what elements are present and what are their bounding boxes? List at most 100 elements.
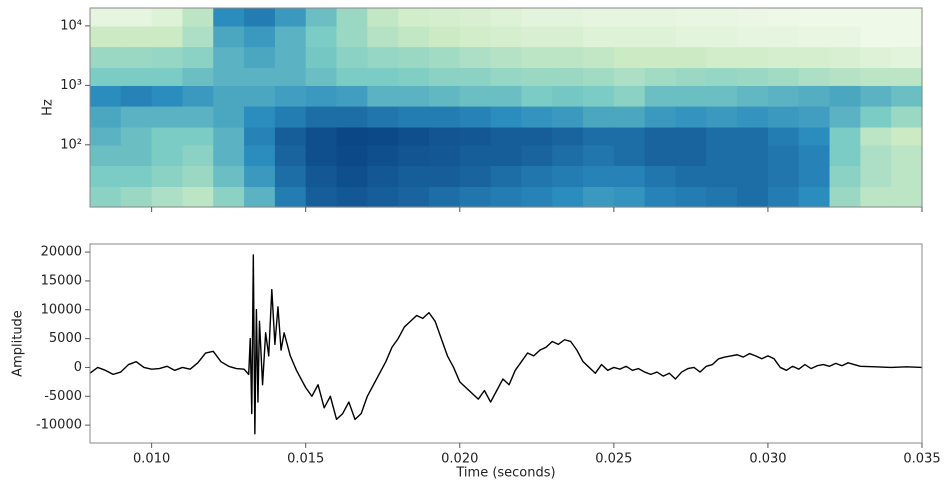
heatmap-cell (521, 46, 553, 69)
y-tick-label: -5000 (44, 389, 82, 404)
heatmap-cell (182, 85, 214, 107)
heatmap-cell (367, 126, 399, 146)
heatmap-cell (767, 144, 800, 167)
heatmap-cell (274, 126, 307, 146)
heatmap-cell (521, 25, 553, 48)
heatmap-cell (521, 8, 553, 27)
heatmap-cell (120, 67, 153, 86)
heatmap-cell (151, 144, 184, 167)
heatmap-cell (490, 165, 523, 187)
heatmap-cell (336, 85, 368, 107)
heatmap-cell (90, 165, 122, 187)
heatmap-cell (367, 165, 399, 187)
heatmap-cell (891, 67, 923, 86)
heatmap-cell (274, 144, 307, 167)
heatmap-cell (521, 186, 553, 208)
heatmap-cell (583, 144, 615, 167)
heatmap-cell (244, 186, 276, 208)
heatmap-cell (120, 85, 153, 107)
heatmap-cell (244, 144, 276, 167)
x-tick-label: 0.010 (133, 452, 170, 467)
heatmap-cell (583, 126, 615, 146)
heatmap-cell (151, 25, 184, 48)
heatmap-cell (767, 8, 800, 27)
x-tick-label: 0.035 (903, 452, 940, 467)
heatmap-cell (244, 25, 276, 48)
heatmap-cell (120, 105, 153, 128)
heatmap-cell (613, 126, 646, 146)
heatmap-cell (583, 46, 615, 69)
heatmap-cell (521, 105, 553, 128)
heatmap-cell (583, 25, 615, 48)
heatmap-cell (244, 126, 276, 146)
heatmap-cell (767, 25, 800, 48)
heatmap-cell (428, 186, 461, 208)
heatmap-cell (675, 126, 707, 146)
heatmap-cell (336, 186, 368, 208)
heatmap-cell (613, 67, 646, 86)
heatmap-cell (428, 85, 461, 107)
heatmap-cell (706, 186, 738, 208)
y-axis-label: Amplitude (11, 310, 26, 377)
heatmap-cell (305, 8, 338, 27)
heatmap-cell (398, 144, 430, 167)
heatmap-cell (798, 105, 831, 128)
heatmap-cell (459, 186, 492, 208)
heatmap-cell (767, 46, 800, 69)
heatmap-cell (274, 105, 307, 128)
heatmap-cell (644, 126, 677, 146)
heatmap-cell (860, 85, 892, 107)
heatmap-cell (90, 25, 122, 48)
heatmap-cell (213, 8, 245, 27)
heatmap-cell (583, 85, 615, 107)
heatmap-cell (151, 85, 184, 107)
heatmap-cell (274, 67, 307, 86)
heatmap-cell (182, 186, 214, 208)
heatmap-cell (706, 46, 738, 69)
heatmap-cell (398, 126, 430, 146)
heatmap-cell (367, 25, 399, 48)
heatmap-cell (490, 186, 523, 208)
heatmap-cell (737, 186, 769, 208)
heatmap-cell (737, 25, 769, 48)
heatmap-cell (90, 126, 122, 146)
heatmap-cell (829, 144, 861, 167)
heatmap-cell (891, 144, 923, 167)
heatmap-cell (706, 25, 738, 48)
heatmap-cell (244, 165, 276, 187)
heatmap-cell (459, 85, 492, 107)
heatmap-cell (120, 186, 153, 208)
heatmap-cell (490, 144, 523, 167)
heatmap-cell (798, 186, 831, 208)
heatmap-cell (675, 8, 707, 27)
axes-frame (89, 7, 923, 208)
heatmap-cell (490, 105, 523, 128)
heatmap-cell (583, 8, 615, 27)
heatmap-cell (829, 85, 861, 107)
heatmap-cell (737, 105, 769, 128)
heatmap-cell (521, 165, 553, 187)
heatmap-cell (860, 105, 892, 128)
x-tick-label: 0.015 (287, 452, 324, 467)
heatmap-cell (305, 25, 338, 48)
heatmap-cell (120, 8, 153, 27)
y-tick-label: 10000 (41, 302, 82, 317)
heatmap-cell (860, 186, 892, 208)
heatmap-cell (336, 25, 368, 48)
heatmap-cell (336, 126, 368, 146)
heatmap-cell (244, 46, 276, 69)
heatmap-cell (737, 126, 769, 146)
heatmap-cell (706, 85, 738, 107)
heatmap-cell (767, 67, 800, 86)
heatmap-cell (798, 67, 831, 86)
heatmap-cell (860, 8, 892, 27)
heatmap-cell (274, 186, 307, 208)
y-tick-label: 10² (60, 137, 82, 152)
heatmap-cell (182, 144, 214, 167)
heatmap-cell (552, 186, 584, 208)
heatmap-cell (552, 105, 584, 128)
heatmap-cell (583, 186, 615, 208)
heatmap-cell (767, 105, 800, 128)
heatmap-cell (675, 67, 707, 86)
heatmap-cell (829, 105, 861, 128)
